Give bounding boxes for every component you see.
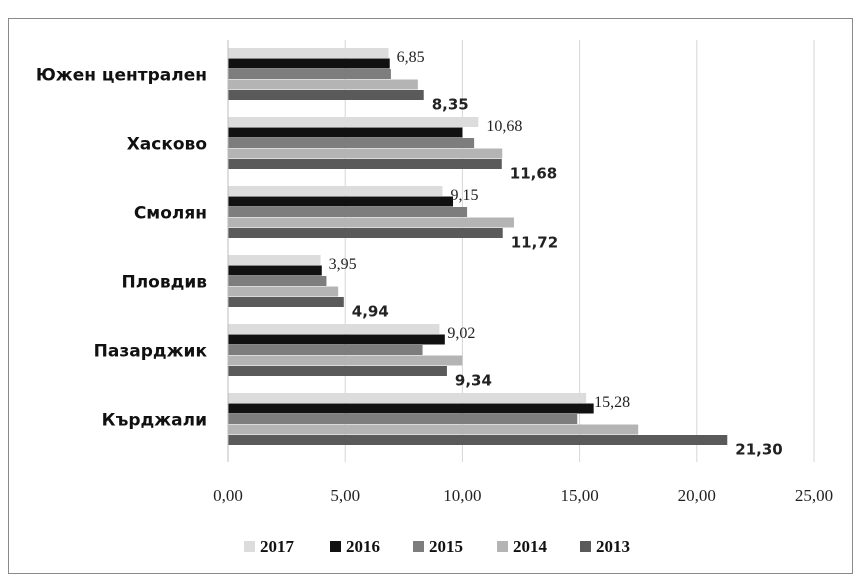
bar-2013 (228, 435, 728, 445)
x-tick-label: 5,00 (330, 486, 360, 505)
legend-label: 2016 (346, 537, 380, 556)
category-label: Смолян (134, 203, 207, 223)
bar-2017 (228, 324, 440, 334)
data-label: 11,72 (511, 234, 558, 252)
bar-2017 (228, 117, 479, 127)
data-label: 9,15 (450, 187, 478, 204)
data-label: 21,30 (735, 441, 782, 459)
bar-2015 (228, 276, 327, 286)
x-tick-label: 15,00 (560, 486, 598, 505)
bar-2017 (228, 255, 321, 265)
bar-2017 (228, 393, 587, 403)
bar-2016 (228, 58, 390, 69)
legend-label: 2014 (513, 537, 548, 556)
bar-2014 (228, 424, 639, 435)
bar-2017 (228, 186, 443, 196)
data-label: 15,28 (594, 394, 630, 411)
bar-2015 (228, 345, 423, 355)
legend-swatch (413, 541, 424, 552)
category-label: Пловдив (121, 272, 207, 292)
data-label: 11,68 (510, 165, 557, 183)
bar-2013 (228, 297, 344, 307)
bar-2013 (228, 159, 502, 169)
data-label: 10,68 (486, 118, 522, 135)
category-label: Хасково (127, 134, 207, 154)
x-tick-label: 10,00 (443, 486, 481, 505)
bar-2016 (228, 196, 454, 207)
legend-label: 2015 (429, 537, 463, 556)
bar-2013 (228, 90, 424, 100)
bar-2016 (228, 127, 463, 138)
x-tick-label: 25,00 (795, 486, 833, 505)
data-label: 9,34 (455, 372, 492, 390)
legend-swatch (497, 541, 508, 552)
chart-frame (8, 18, 853, 574)
bar-2015 (228, 207, 468, 217)
data-label: 8,35 (432, 96, 469, 114)
bar-2016 (228, 403, 594, 414)
data-label: 6,85 (397, 49, 425, 66)
bar-2015 (228, 414, 578, 424)
category-label: Пазарджик (94, 341, 208, 361)
legend-swatch (580, 541, 591, 552)
bar-2013 (228, 228, 503, 238)
legend-label: 2013 (596, 537, 630, 556)
x-tick-label: 0,00 (213, 486, 243, 505)
bar-2017 (228, 48, 389, 58)
legend-swatch (244, 541, 255, 552)
bar-2015 (228, 138, 475, 148)
category-label: Южен централен (36, 65, 207, 85)
bar-2014 (228, 148, 503, 159)
bar-2014 (228, 286, 339, 297)
legend-label: 2017 (260, 537, 295, 556)
bar-2014 (228, 217, 514, 228)
category-label: Кърджали (102, 410, 207, 430)
bar-2014 (228, 79, 418, 90)
bar-2015 (228, 69, 391, 79)
legend-swatch (330, 541, 341, 552)
data-label: 3,95 (329, 256, 357, 273)
bar-2016 (228, 334, 445, 345)
x-tick-label: 20,00 (678, 486, 716, 505)
bar-2016 (228, 265, 322, 276)
data-label: 9,02 (447, 325, 475, 342)
data-label: 4,94 (352, 303, 389, 321)
bar-2014 (228, 355, 463, 366)
bar-2013 (228, 366, 447, 376)
